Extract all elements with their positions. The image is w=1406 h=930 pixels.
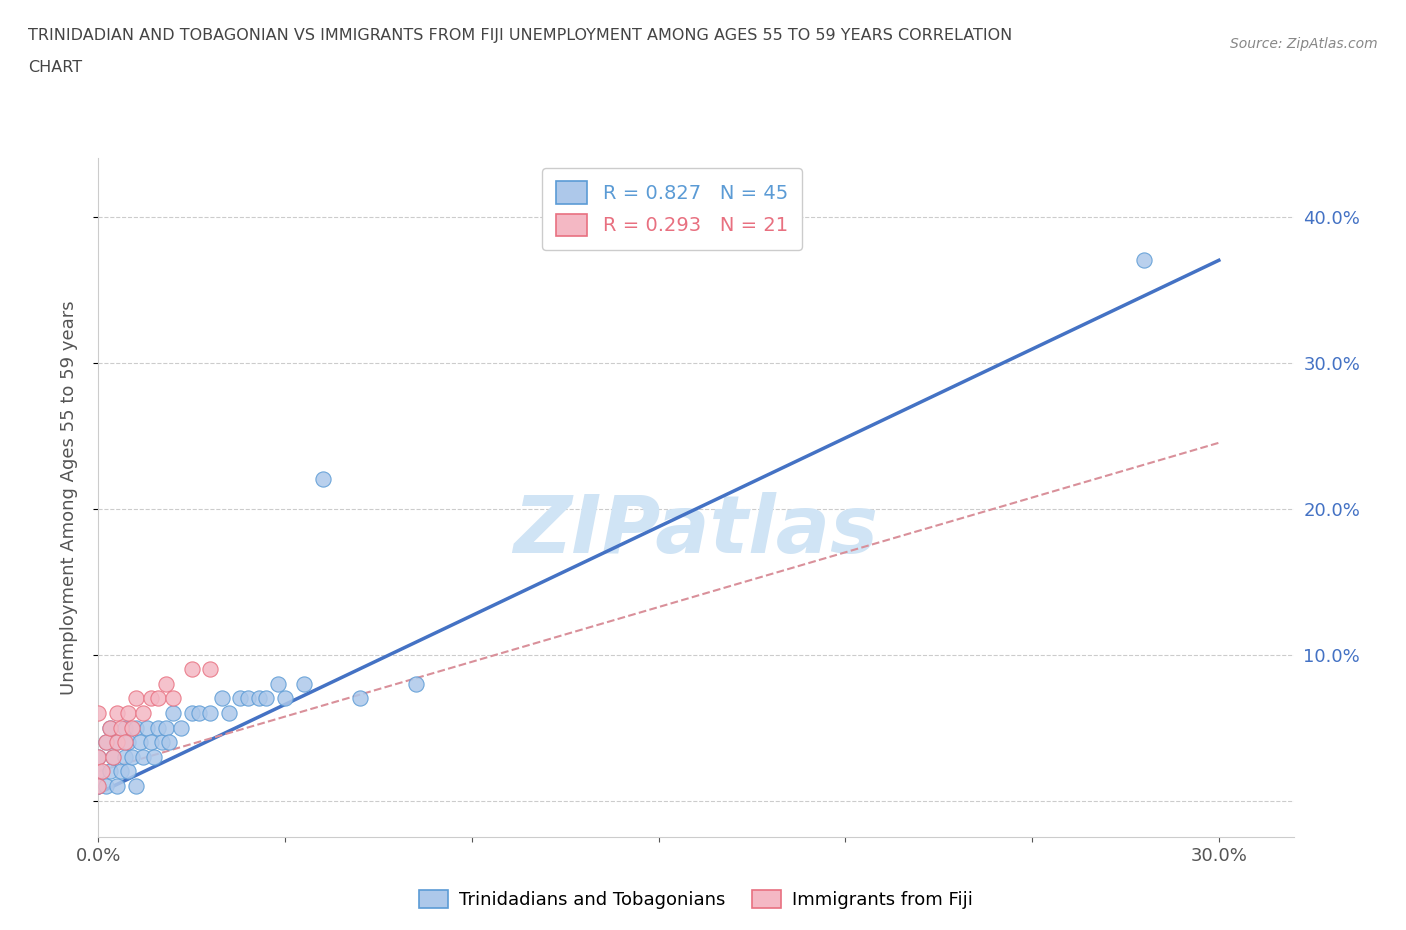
Point [117, 735, 139, 750]
Point [98, 720, 121, 735]
Point [87, 764, 110, 778]
Point [274, 691, 297, 706]
Point [105, 706, 128, 721]
Text: TRINIDADIAN AND TOBAGONIAN VS IMMIGRANTS FROM FIJI UNEMPLOYMENT AMONG AGES 55 TO: TRINIDADIAN AND TOBAGONIAN VS IMMIGRANTS… [28, 28, 1012, 43]
Legend: Trinidadians and Tobagonians, Immigrants from Fiji: Trinidadians and Tobagonians, Immigrants… [412, 883, 980, 916]
Point [256, 691, 278, 706]
Point [292, 676, 315, 691]
Point [229, 691, 252, 706]
Point [117, 764, 139, 778]
Point [94, 778, 117, 793]
Point [121, 720, 143, 735]
Point [98, 720, 121, 735]
Point [87, 778, 110, 793]
Point [87, 750, 110, 764]
Text: ZIPatlas: ZIPatlas [513, 493, 879, 570]
Point [105, 735, 128, 750]
Point [121, 750, 143, 764]
Point [139, 735, 162, 750]
Text: Source: ZipAtlas.com: Source: ZipAtlas.com [1230, 37, 1378, 51]
Point [110, 720, 132, 735]
Point [236, 691, 259, 706]
Point [267, 676, 290, 691]
Point [128, 735, 150, 750]
Point [148, 691, 170, 706]
Point [87, 750, 110, 764]
Point [162, 706, 184, 721]
Point [136, 720, 159, 735]
Point [155, 720, 177, 735]
Point [94, 735, 117, 750]
Point [162, 691, 184, 706]
Point [150, 735, 173, 750]
Point [114, 735, 136, 750]
Point [139, 691, 162, 706]
Point [125, 720, 148, 735]
Point [180, 661, 202, 676]
Point [105, 735, 128, 750]
Point [180, 706, 202, 721]
Point [117, 706, 139, 721]
Point [98, 764, 121, 778]
Y-axis label: Unemployment Among Ages 55 to 59 years: Unemployment Among Ages 55 to 59 years [59, 300, 77, 695]
Point [247, 691, 270, 706]
Point [114, 720, 136, 735]
Point [110, 764, 132, 778]
Point [87, 778, 110, 793]
Point [155, 676, 177, 691]
Point [200, 706, 222, 721]
Point [132, 706, 155, 721]
Point [405, 676, 427, 691]
Point [200, 661, 222, 676]
Point [148, 720, 170, 735]
Point [211, 691, 233, 706]
Point [349, 691, 371, 706]
Point [132, 750, 155, 764]
Point [105, 778, 128, 793]
Point [114, 750, 136, 764]
Point [125, 778, 148, 793]
Point [218, 706, 240, 721]
Point [103, 750, 125, 764]
Point [91, 764, 114, 778]
Text: CHART: CHART [28, 60, 82, 75]
Point [125, 691, 148, 706]
Point [94, 735, 117, 750]
Point [103, 750, 125, 764]
Point [169, 720, 191, 735]
Point [157, 735, 180, 750]
Point [311, 472, 333, 486]
Point [87, 706, 110, 721]
Point [143, 750, 166, 764]
Point [1133, 253, 1156, 268]
Point [188, 706, 211, 721]
